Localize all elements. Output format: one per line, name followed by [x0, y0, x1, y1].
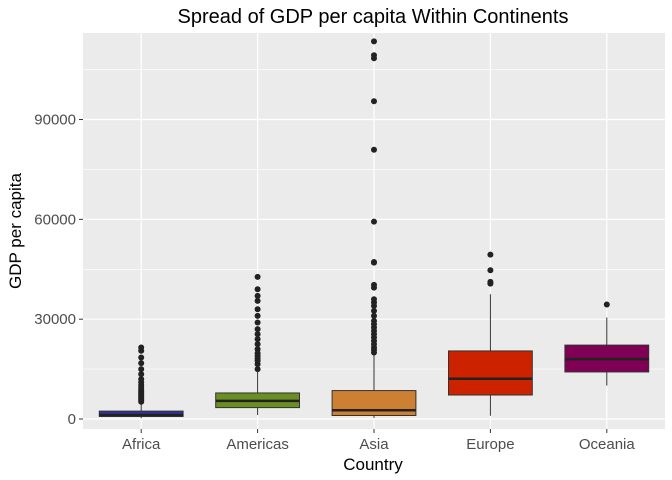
- x-tick-label: Africa: [122, 436, 161, 453]
- outlier-point: [371, 296, 377, 303]
- outlier-point: [138, 344, 145, 351]
- outlier-point: [371, 281, 377, 288]
- outlier-point: [603, 301, 610, 308]
- outlier-point: [254, 366, 261, 373]
- outlier-point: [138, 376, 145, 383]
- outlier-point: [371, 146, 377, 153]
- outlier-point: [371, 307, 377, 314]
- outlier-point: [371, 312, 377, 319]
- outlier-point: [138, 360, 145, 367]
- outlier-point: [254, 346, 261, 353]
- boxes: [98, 38, 650, 419]
- outlier-point: [138, 371, 145, 378]
- x-tick-label: Americas: [226, 436, 289, 453]
- x-axis-title: Country: [343, 455, 403, 474]
- outlier-point: [254, 286, 261, 293]
- outlier-point: [371, 38, 377, 45]
- y-tick-label: 30000: [34, 311, 76, 328]
- x-tick-label: Oceania: [579, 436, 636, 453]
- outlier-point: [254, 312, 261, 319]
- outlier-point: [487, 278, 494, 285]
- box-africa: [98, 344, 184, 419]
- outlier-point: [138, 366, 145, 373]
- y-axis-title: GDP per capita: [6, 173, 25, 289]
- outlier-point: [371, 218, 377, 225]
- outlier-point: [254, 319, 261, 326]
- box-americas: [215, 273, 301, 416]
- outlier-point: [254, 326, 261, 333]
- x-axis: Africa Americas Asia Europe Oceania: [122, 429, 635, 453]
- outlier-point: [371, 98, 377, 105]
- outlier-point: [138, 354, 145, 361]
- outlier-point: [254, 341, 261, 348]
- outlier-point: [254, 273, 261, 280]
- x-tick-label: Asia: [359, 436, 389, 453]
- outlier-point: [254, 306, 261, 313]
- outlier-point: [487, 251, 494, 258]
- outlier-point: [254, 297, 261, 304]
- outlier-point: [371, 52, 377, 59]
- outlier-point: [254, 331, 261, 338]
- y-tick-label: 90000: [34, 112, 76, 129]
- outlier-point: [371, 258, 377, 265]
- box-iqr: [447, 350, 533, 396]
- box-oceania: [564, 301, 650, 386]
- box-asia: [331, 38, 417, 418]
- box-iqr: [331, 390, 417, 416]
- outlier-point: [371, 317, 377, 324]
- outlier-point: [254, 292, 261, 299]
- chart-title: Spread of GDP per capita Within Continen…: [178, 6, 569, 28]
- y-axis: 0 30000 60000 90000: [34, 112, 83, 428]
- box-europe: [447, 251, 533, 416]
- x-tick-label: Europe: [466, 436, 514, 453]
- outlier-point: [254, 336, 261, 343]
- y-tick-label: 60000: [34, 211, 76, 228]
- outlier-point: [487, 267, 494, 274]
- y-tick-label: 0: [68, 411, 76, 428]
- box-iqr: [98, 410, 184, 417]
